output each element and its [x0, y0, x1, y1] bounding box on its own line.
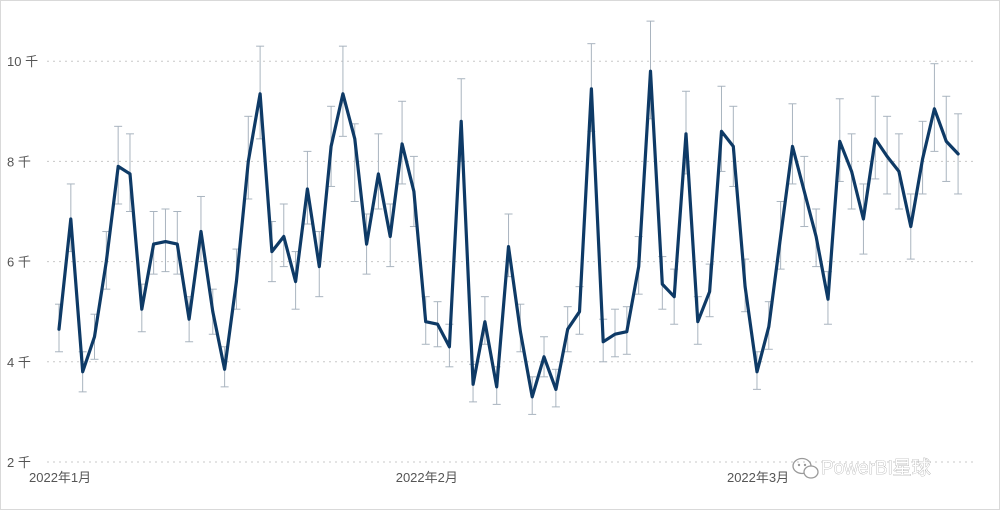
x-axis: 2022年1月 2022年2月 2022年3月	[29, 470, 789, 485]
y-tick-label: 10 千	[7, 54, 38, 69]
error-bar	[374, 133, 383, 210]
watermark: PowerBI星球	[792, 457, 931, 479]
error-bar	[338, 45, 347, 137]
y-tick-label: 8 千	[7, 154, 31, 169]
x-tick-label: 2022年3月	[727, 470, 789, 485]
y-axis: 2 千 4 千 6 千 8 千 10 千	[7, 54, 38, 470]
error-bar	[788, 103, 797, 185]
y-tick-label: 4 千	[7, 355, 31, 370]
y-tick-label: 6 千	[7, 255, 31, 270]
series-lines	[57, 69, 960, 399]
x-tick-label: 2022年2月	[396, 470, 458, 485]
x-tick-label: 2022年1月	[29, 470, 91, 485]
y-tick-label: 2 千	[7, 455, 31, 470]
series-line	[57, 69, 960, 399]
error-bars	[55, 20, 963, 415]
wechat-icon	[792, 457, 819, 479]
watermark-text: PowerBI星球	[821, 457, 931, 479]
